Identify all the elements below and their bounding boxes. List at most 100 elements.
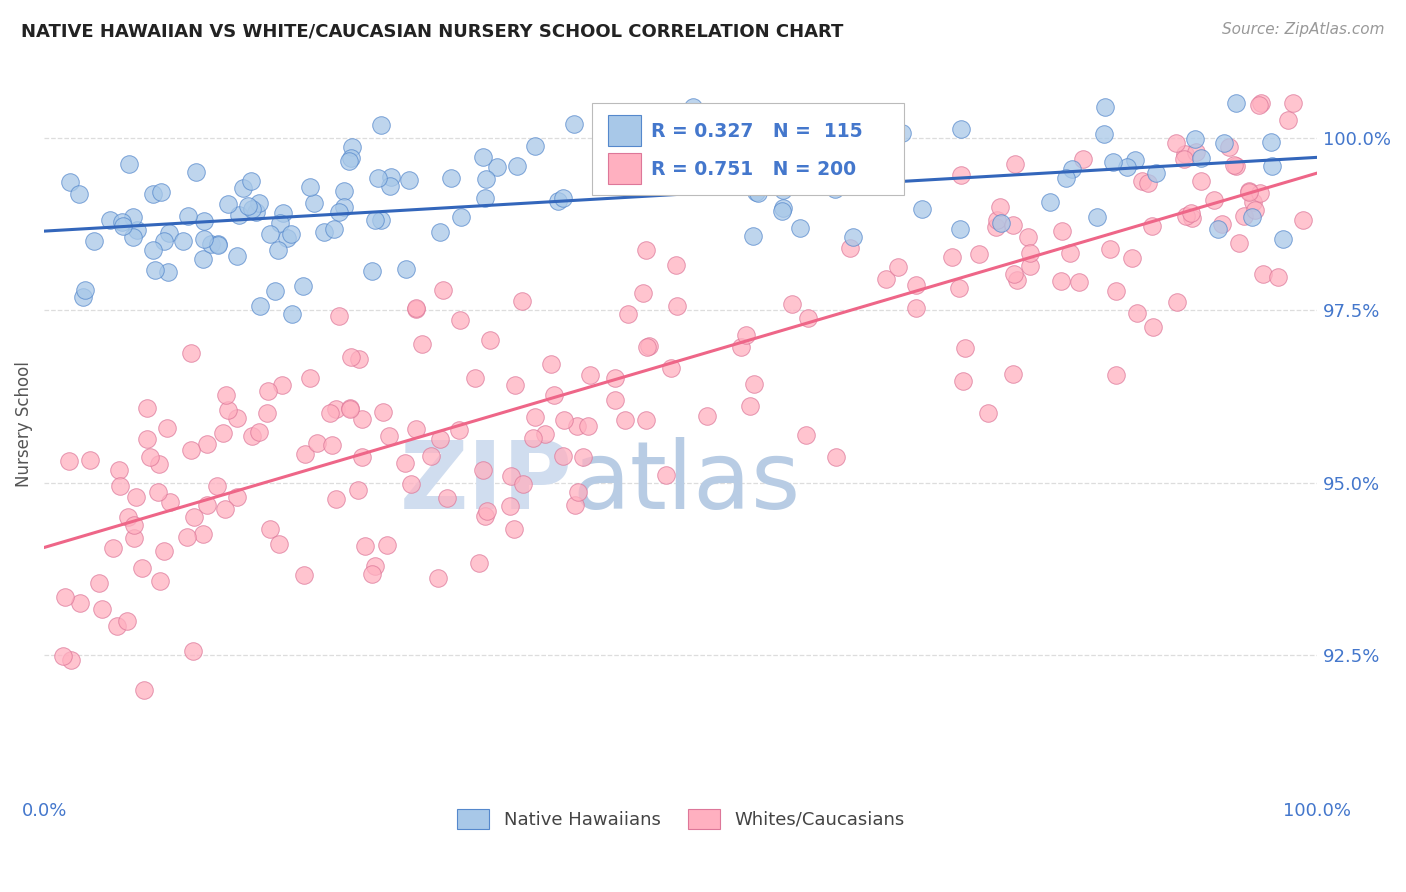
- Point: [1240, 211, 1263, 225]
- Point: [553, 450, 575, 464]
- Point: [1017, 230, 1039, 244]
- Point: [1001, 218, 1024, 232]
- Point: [157, 265, 180, 279]
- Point: [665, 299, 688, 313]
- Point: [1241, 195, 1264, 210]
- Point: [1092, 127, 1115, 141]
- Point: [579, 368, 602, 382]
- Point: [449, 423, 471, 437]
- Point: [153, 544, 176, 558]
- Point: [370, 118, 392, 132]
- Point: [319, 406, 342, 420]
- Point: [512, 476, 534, 491]
- Point: [353, 540, 375, 554]
- Y-axis label: Nursery School: Nursery School: [15, 361, 32, 487]
- Point: [562, 117, 585, 131]
- Point: [636, 412, 658, 426]
- Point: [247, 196, 270, 211]
- Point: [55, 590, 77, 604]
- Point: [139, 450, 162, 465]
- Text: atlas: atlas: [572, 437, 801, 529]
- Point: [1094, 100, 1116, 114]
- Point: [153, 234, 176, 248]
- Point: [69, 596, 91, 610]
- Point: [180, 443, 202, 458]
- Text: Source: ZipAtlas.com: Source: ZipAtlas.com: [1222, 22, 1385, 37]
- Point: [1222, 158, 1244, 172]
- Point: [429, 225, 451, 239]
- Point: [990, 216, 1012, 230]
- Point: [180, 346, 202, 360]
- Point: [789, 220, 811, 235]
- Point: [298, 180, 321, 194]
- Point: [1184, 131, 1206, 145]
- Point: [340, 139, 363, 153]
- Point: [207, 237, 229, 252]
- Point: [321, 438, 343, 452]
- Point: [207, 236, 229, 251]
- Point: [1237, 185, 1260, 199]
- Point: [125, 490, 148, 504]
- Point: [472, 463, 495, 477]
- Point: [337, 153, 360, 168]
- Point: [426, 571, 449, 585]
- Point: [1173, 152, 1195, 166]
- Point: [636, 244, 658, 258]
- Point: [794, 428, 817, 442]
- Point: [1267, 270, 1289, 285]
- Point: [135, 432, 157, 446]
- Point: [215, 388, 238, 402]
- Point: [941, 250, 963, 264]
- Point: [340, 152, 363, 166]
- Point: [405, 422, 427, 436]
- Point: [543, 388, 565, 402]
- Point: [1204, 193, 1226, 207]
- Point: [146, 485, 169, 500]
- Point: [1019, 246, 1042, 260]
- Point: [60, 653, 83, 667]
- Point: [474, 172, 496, 186]
- Point: [1004, 156, 1026, 170]
- Point: [73, 284, 96, 298]
- Point: [245, 205, 267, 219]
- Point: [664, 258, 686, 272]
- Point: [522, 431, 544, 445]
- Point: [1260, 135, 1282, 149]
- Point: [450, 210, 472, 224]
- Point: [299, 371, 322, 385]
- Point: [603, 392, 626, 407]
- Point: [149, 185, 172, 199]
- Point: [796, 310, 818, 325]
- Point: [564, 498, 586, 512]
- Point: [292, 279, 315, 293]
- Point: [747, 186, 769, 201]
- Point: [1005, 273, 1028, 287]
- Point: [523, 409, 546, 424]
- Point: [117, 614, 139, 628]
- Point: [195, 437, 218, 451]
- Point: [638, 339, 661, 353]
- Point: [394, 456, 416, 470]
- Point: [1067, 276, 1090, 290]
- Point: [232, 180, 254, 194]
- Point: [977, 406, 1000, 420]
- Point: [1239, 184, 1261, 198]
- Point: [1213, 136, 1236, 150]
- Point: [333, 200, 356, 214]
- Point: [323, 221, 346, 235]
- Point: [122, 210, 145, 224]
- Point: [249, 299, 271, 313]
- Point: [1184, 145, 1206, 159]
- Point: [1244, 202, 1267, 217]
- Point: [58, 453, 80, 467]
- Point: [1049, 274, 1071, 288]
- Point: [228, 208, 250, 222]
- Point: [567, 485, 589, 500]
- Point: [1062, 161, 1084, 176]
- Point: [121, 230, 143, 244]
- Point: [360, 263, 382, 277]
- Point: [432, 283, 454, 297]
- Point: [267, 537, 290, 551]
- Point: [770, 203, 793, 218]
- Point: [1211, 217, 1233, 231]
